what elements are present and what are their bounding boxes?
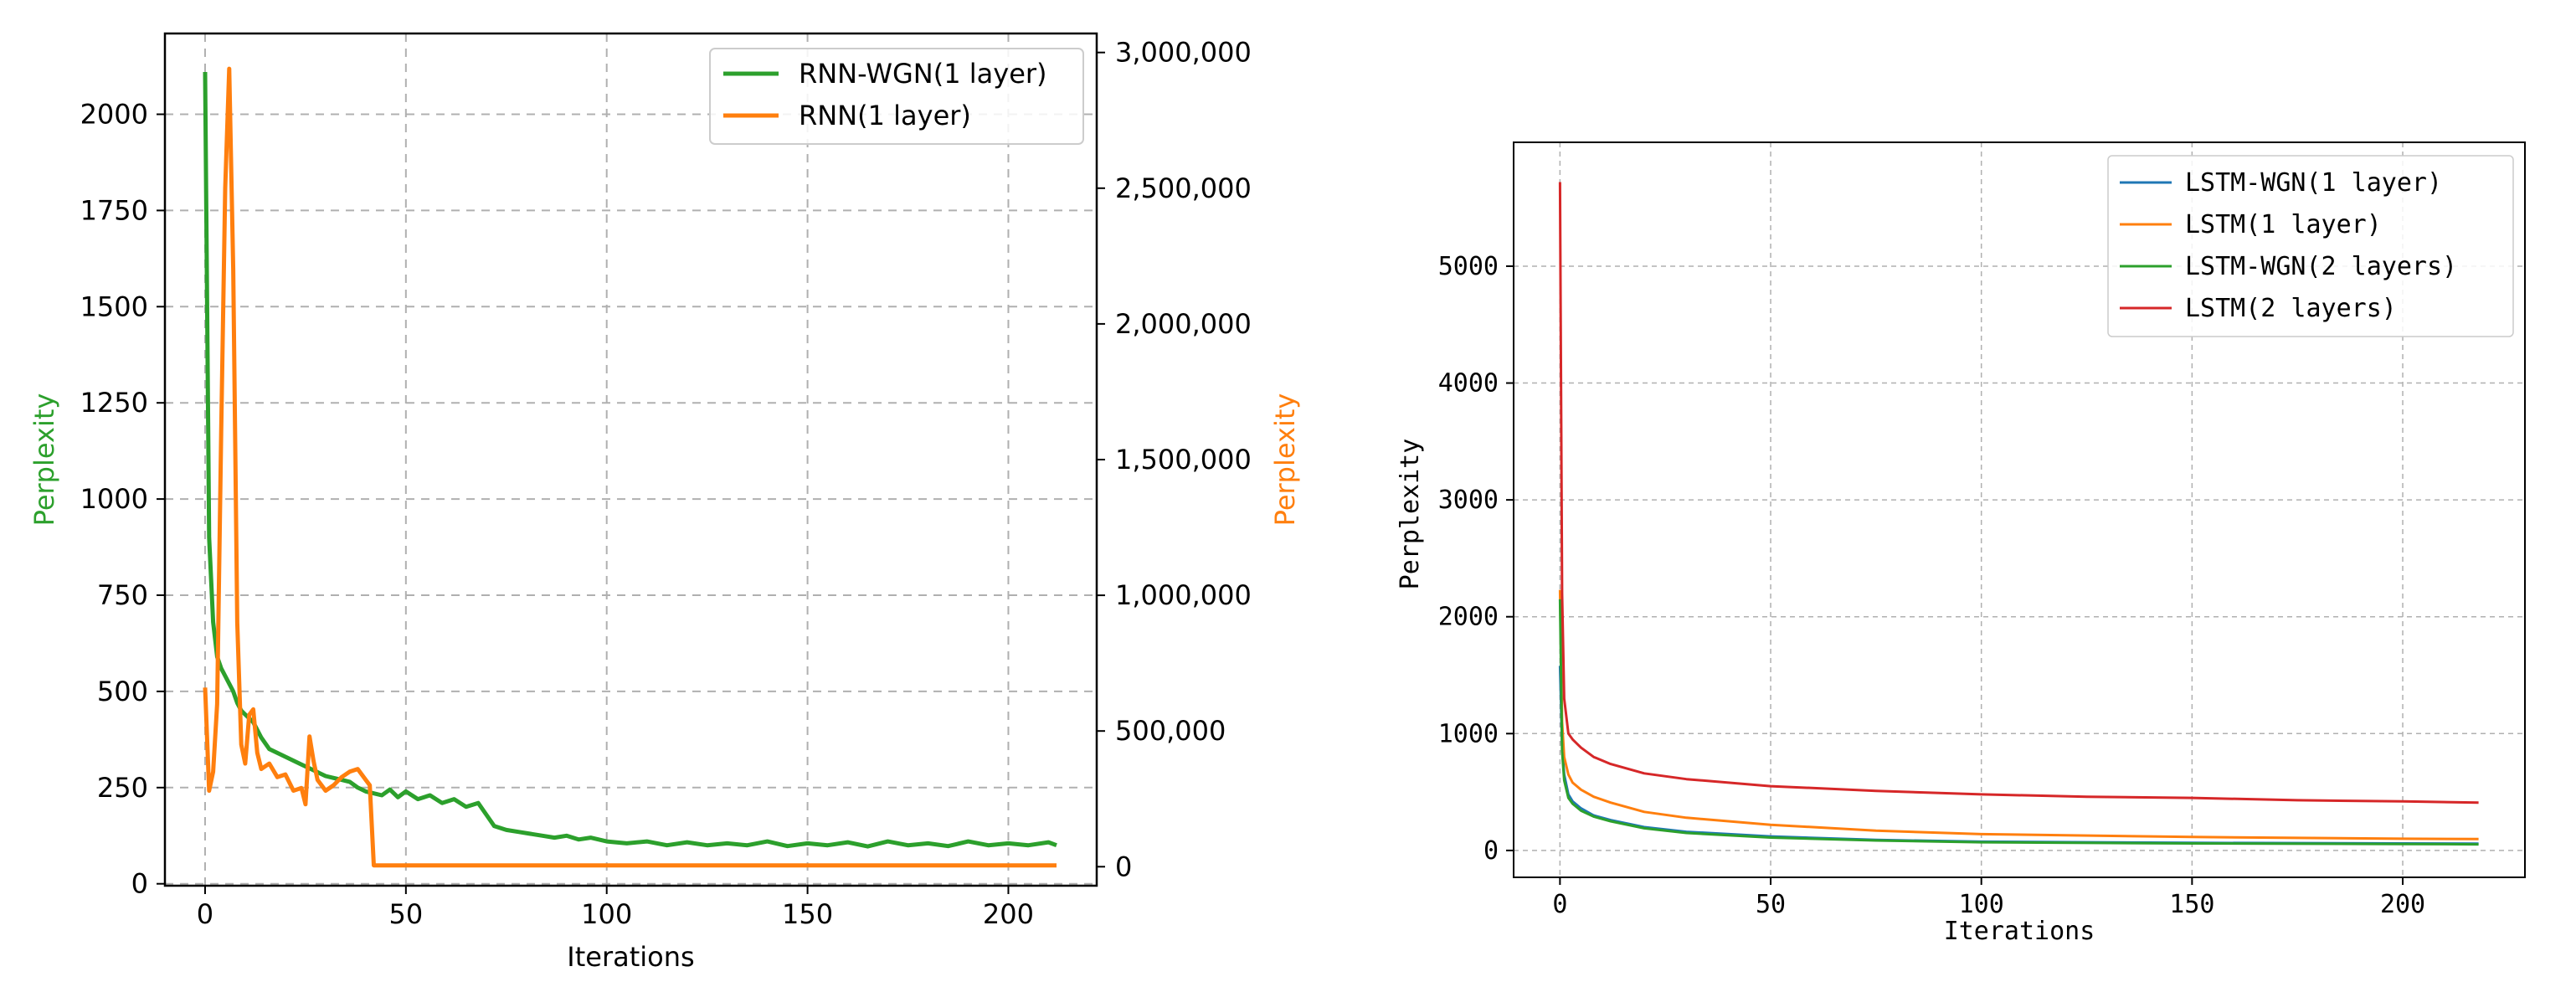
legend-label: RNN(1 layer) (799, 100, 971, 131)
legend-label: LSTM(2 layers) (2185, 294, 2397, 323)
x-axis-label: Iterations (1944, 917, 2095, 946)
y-axis-label: Perplexity (1396, 439, 1425, 590)
y-tick-label: 3000 (1438, 486, 1499, 515)
x-axis-label: Iterations (567, 941, 694, 973)
plot-frame (1513, 141, 2526, 878)
series-line (1558, 182, 2479, 805)
series-line (1558, 599, 2479, 846)
left-chart: 0 50 100 150 2000250500750100012501500175020… (28, 32, 1301, 973)
x-tick-label: 100 (1959, 890, 2004, 919)
legend-label: LSTM(1 layer) (2185, 210, 2382, 239)
x-tick-label: 50 (388, 898, 423, 930)
legend-label: RNN-WGN(1 layer) (799, 58, 1047, 90)
y-tick-label: 4000 (1438, 369, 1499, 398)
x-tick-label: 150 (2169, 890, 2214, 919)
y-tick-label: 1000 (80, 483, 148, 515)
y2-tick-label: 1,000,000 (1115, 579, 1252, 611)
y2-axis-label: Perplexity (1269, 393, 1301, 527)
x-tick-label: 200 (983, 898, 1034, 930)
y-tick-label: 1750 (80, 194, 148, 226)
y-tick-label: 2000 (1438, 603, 1499, 632)
y2-tick-label: 2,500,000 (1115, 172, 1252, 204)
y-tick-label: 1500 (80, 290, 148, 322)
plot-frame (163, 32, 1098, 887)
series-line (1558, 666, 2479, 846)
y-axis-label: Perplexity (28, 393, 60, 527)
x-tick-label: 100 (581, 898, 632, 930)
y-tick-label: 5000 (1438, 252, 1499, 281)
y-tick-label: 750 (97, 579, 148, 611)
y2-tick-label: 1,500,000 (1115, 444, 1252, 476)
x-tick-label: 200 (2380, 890, 2425, 919)
legend-label: LSTM-WGN(2 layers) (2185, 252, 2457, 281)
y2-tick-label: 3,000,000 (1115, 37, 1252, 69)
y-tick-label: 0 (1483, 836, 1499, 866)
legend-label: LSTM-WGN(1 layer) (2185, 168, 2442, 198)
series-line (203, 66, 1057, 868)
y-tick-label: 250 (97, 772, 148, 804)
series-line (1558, 589, 2479, 840)
y-tick-label: 1250 (80, 387, 148, 419)
legend-box (2107, 155, 2514, 337)
series-line (203, 71, 1057, 849)
x-tick-label: 0 (197, 898, 213, 930)
y2-tick-label: 2,000,000 (1115, 308, 1252, 340)
y-tick-label: 0 (131, 868, 148, 900)
x-tick-label: 0 (1552, 890, 1567, 919)
right-chart: 0 50 100 150 200010002000300040005000Iterati… (1396, 141, 2526, 946)
legend-box (709, 48, 1084, 145)
x-tick-label: 150 (782, 898, 833, 930)
x-tick-label: 50 (1756, 890, 1786, 919)
y2-tick-label: 500,000 (1115, 715, 1226, 747)
y-tick-label: 500 (97, 676, 148, 707)
y2-tick-label: 0 (1115, 851, 1132, 882)
y-tick-label: 1000 (1438, 719, 1499, 748)
y-tick-label: 2000 (80, 99, 148, 131)
